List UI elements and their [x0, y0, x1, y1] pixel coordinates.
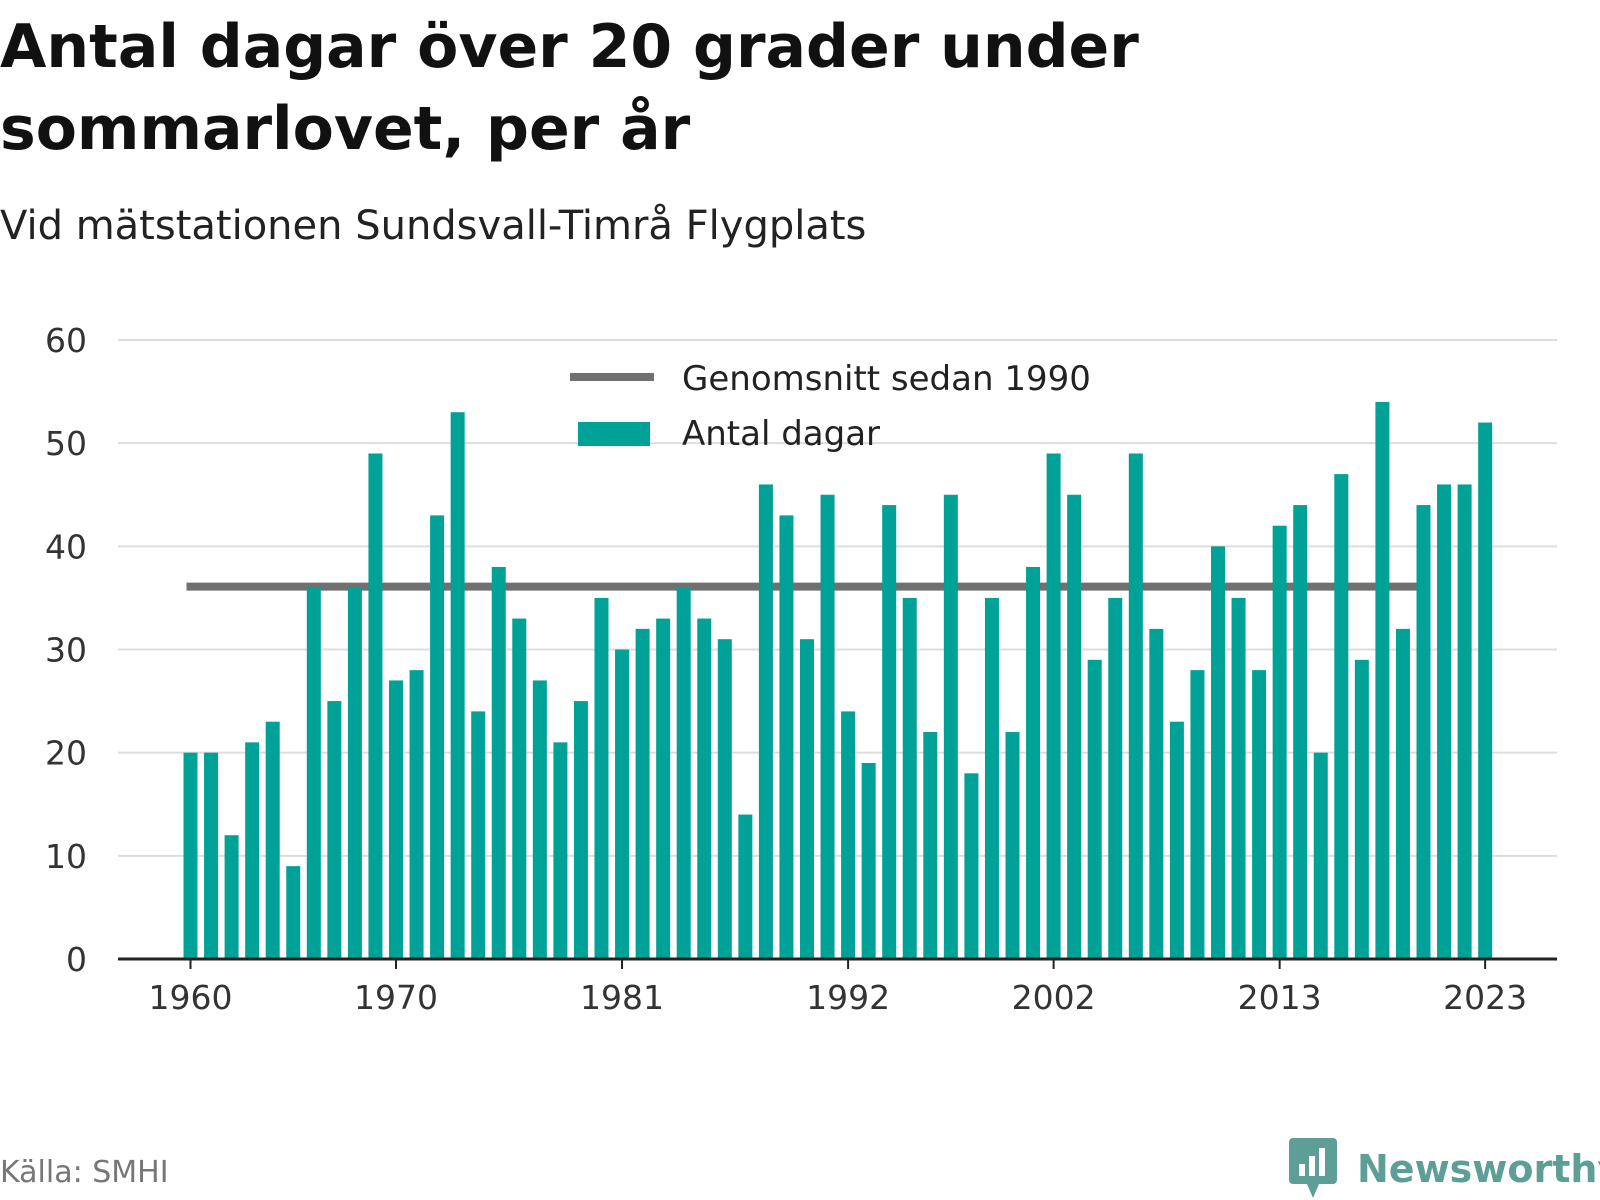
bar-1987[interactable] — [738, 814, 753, 959]
bar-1980[interactable] — [594, 597, 609, 959]
bar-1966[interactable] — [306, 587, 321, 959]
bar-1962[interactable] — [224, 835, 239, 959]
bar-1982[interactable] — [635, 628, 650, 959]
bar-1970[interactable] — [389, 680, 403, 959]
bar-1986[interactable] — [717, 639, 732, 959]
y-tick-label: 0 — [66, 940, 87, 979]
y-tick-label: 30 — [45, 631, 87, 670]
bar-chart-speech-bubble-icon — [1289, 1138, 1337, 1198]
y-tick-label: 20 — [45, 734, 87, 773]
bar-2002[interactable] — [1046, 453, 1061, 959]
bar-1969[interactable] — [368, 453, 383, 959]
bar-1981[interactable] — [615, 649, 630, 960]
bar-2022[interactable] — [1457, 484, 1472, 959]
y-tick-label: 50 — [45, 424, 87, 463]
x-axis-ticks: 1960 1970 1981 1992 2002 2013 2023 — [149, 959, 1527, 1017]
legend: Genomsnitt sedan 1990 Antal dagar — [570, 359, 1091, 454]
bar-1989[interactable] — [779, 515, 794, 959]
bar-2021[interactable] — [1437, 484, 1452, 959]
bar-2017[interactable] — [1354, 659, 1369, 959]
bar-1998[interactable] — [964, 773, 979, 959]
bar-1971[interactable] — [409, 670, 424, 959]
bar-1994[interactable] — [882, 505, 897, 959]
bar-1983[interactable] — [656, 618, 671, 959]
bar-1968[interactable] — [347, 587, 362, 959]
newsworthy-logo[interactable]: Newsworthy — [1289, 1138, 1600, 1200]
bar-2009[interactable] — [1190, 670, 1205, 959]
bar-1991[interactable] — [820, 494, 835, 959]
x-tick-label: 2013 — [1238, 978, 1322, 1017]
source-note: Källa: SMHI — [0, 1155, 169, 1190]
bar-2004[interactable] — [1087, 659, 1102, 959]
x-tick-label: 1960 — [149, 978, 233, 1017]
x-tick-label: 1992 — [806, 978, 890, 1017]
bar-2019[interactable] — [1395, 628, 1410, 959]
bar-2023[interactable] — [1478, 422, 1493, 959]
bar-2015[interactable] — [1313, 752, 1328, 959]
bar-1961[interactable] — [204, 752, 219, 959]
y-tick-label: 40 — [45, 527, 87, 566]
bar-1988[interactable] — [758, 484, 773, 959]
bar-1964[interactable] — [265, 721, 280, 959]
legend-average-label: Genomsnitt sedan 1990 — [682, 359, 1091, 399]
bar-1960[interactable] — [183, 752, 198, 959]
bar-1996[interactable] — [923, 732, 938, 959]
x-tick-label: 2023 — [1443, 978, 1527, 1017]
bar-1972[interactable] — [430, 515, 445, 959]
bar-2011[interactable] — [1231, 597, 1246, 959]
bar-1990[interactable] — [800, 639, 814, 959]
bar-1973[interactable] — [450, 412, 465, 959]
legend-bars-swatch — [578, 422, 650, 446]
y-axis-tick-labels: 0 10 20 30 40 50 60 — [45, 321, 87, 979]
bars — [183, 401, 1493, 960]
bar-1974[interactable] — [471, 711, 486, 959]
bar-2005[interactable] — [1108, 597, 1123, 959]
bar-2003[interactable] — [1067, 494, 1082, 959]
bar-1995[interactable] — [902, 597, 917, 959]
bar-1992[interactable] — [841, 711, 856, 959]
bar-2008[interactable] — [1169, 721, 1184, 959]
bar-1979[interactable] — [573, 701, 588, 959]
bar-1978[interactable] — [553, 742, 568, 959]
chart-subtitle: Vid mätstationen Sundsvall-Timrå Flygpla… — [0, 203, 867, 249]
chart-title: Antal dagar över 20 grader under sommarl… — [0, 12, 1139, 164]
bar-1976[interactable] — [512, 618, 527, 959]
bar-1965[interactable] — [286, 866, 301, 959]
brand-name: Newsworthy — [1357, 1147, 1600, 1191]
bar-1997[interactable] — [943, 494, 958, 959]
bar-1975[interactable] — [491, 566, 506, 959]
x-tick-label: 2002 — [1012, 978, 1096, 1017]
bar-2014[interactable] — [1293, 505, 1308, 959]
bar-1993[interactable] — [861, 762, 876, 959]
bar-2018[interactable] — [1375, 401, 1390, 959]
bar-2001[interactable] — [1026, 566, 1041, 959]
bar-2007[interactable] — [1149, 628, 1164, 959]
bar-1984[interactable] — [676, 587, 691, 959]
x-tick-label: 1970 — [354, 978, 438, 1017]
bar-2013[interactable] — [1272, 525, 1287, 959]
bar-2006[interactable] — [1128, 453, 1143, 959]
bar-chart: 0 10 20 30 40 50 60 1960 1970 1981 1992 2002 2013 20… — [45, 321, 1557, 1017]
bar-2010[interactable] — [1211, 546, 1225, 959]
legend-bars-label: Antal dagar — [682, 414, 880, 454]
y-tick-label: 10 — [45, 837, 87, 876]
bar-2012[interactable] — [1252, 670, 1267, 959]
bar-1963[interactable] — [245, 742, 260, 959]
y-tick-label: 60 — [45, 321, 87, 360]
x-tick-label: 1981 — [580, 978, 664, 1017]
bar-2000[interactable] — [1005, 732, 1020, 959]
bar-1999[interactable] — [984, 597, 999, 959]
bar-1985[interactable] — [697, 618, 712, 959]
bar-2016[interactable] — [1334, 474, 1349, 959]
bar-2020[interactable] — [1416, 505, 1431, 959]
bar-1967[interactable] — [327, 701, 342, 959]
bar-1977[interactable] — [532, 680, 547, 959]
